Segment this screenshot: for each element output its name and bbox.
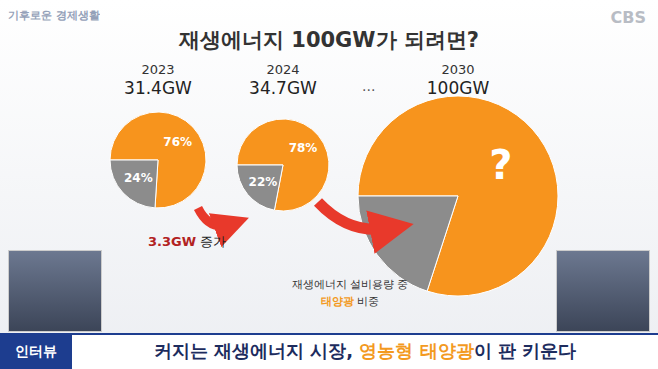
- html-text:100GW: 100GW: [426, 78, 490, 98]
- html-text:2024: 2024: [266, 62, 300, 77]
- html-text:커지는 재생에너지 시장,영농형 태양광이 판 키운다: 커지는 재생에너지 시장,영농형 태양광이 판 키운다: [153, 340, 577, 361]
- html-text:2023: 2023: [141, 62, 175, 77]
- html-text:재생에너지 100GW가 되려면?: 재생에너지 100GW가 되려면?: [179, 28, 479, 52]
- svg-text:76%: 76%: [163, 135, 192, 149]
- html-text:재생에너지 설비용량 중: 재생에너지 설비용량 중: [291, 278, 409, 291]
- html-text:31.4GW: 31.4GW: [124, 78, 192, 98]
- svg-text:?: ?: [489, 142, 512, 188]
- svg-text:78%: 78%: [289, 141, 318, 155]
- html-text:태양광비중: 태양광비중: [320, 295, 380, 308]
- svg-text:22%: 22%: [249, 175, 278, 189]
- html-text:34.7GW: 34.7GW: [249, 78, 317, 98]
- html-text:기후로운 경제생활: 기후로운 경제생활: [8, 9, 100, 22]
- html-text:인터뷰: 인터뷰: [15, 343, 57, 359]
- html-text:2030: 2030: [441, 62, 475, 77]
- html-text:CBS: CBS: [610, 8, 646, 27]
- svg-text:24%: 24%: [124, 171, 153, 185]
- html-text:3.3GW증가: 3.3GW증가: [148, 234, 227, 249]
